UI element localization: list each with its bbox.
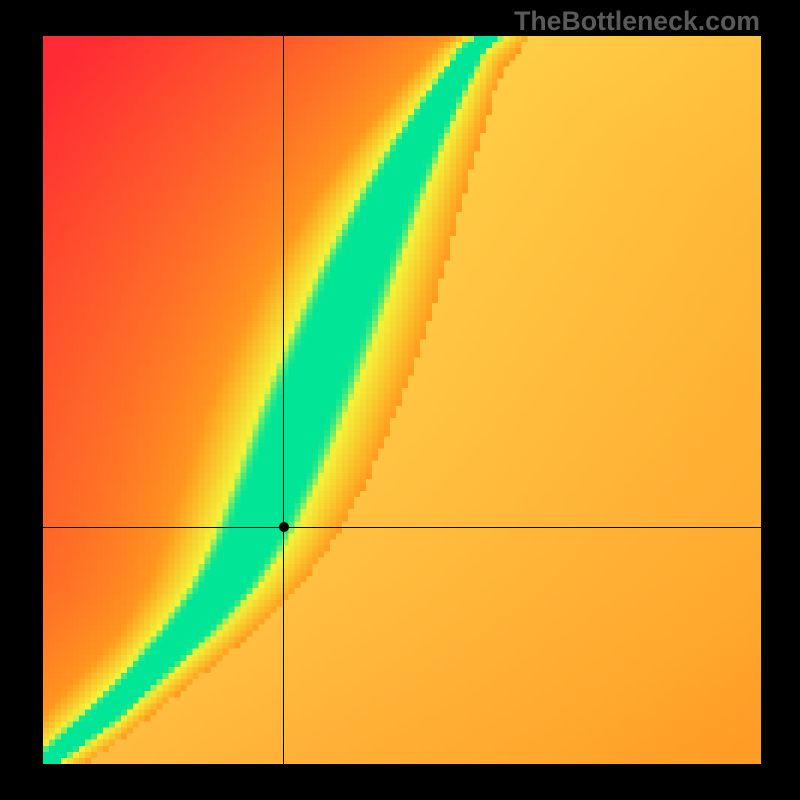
crosshair-marker bbox=[279, 522, 289, 532]
bottleneck-heatmap bbox=[43, 36, 761, 764]
crosshair-horizontal-line bbox=[43, 527, 761, 528]
watermark-text: TheBottleneck.com bbox=[514, 6, 760, 37]
chart-container: { "type": "heatmap", "source_watermark":… bbox=[0, 0, 800, 800]
crosshair-vertical-line bbox=[283, 36, 284, 764]
